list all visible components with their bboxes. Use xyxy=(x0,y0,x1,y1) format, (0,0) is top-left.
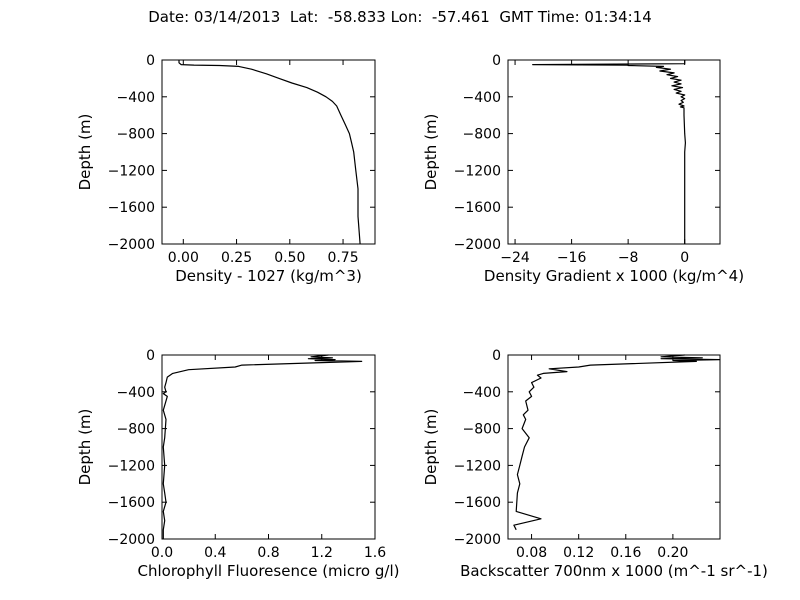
y-tick-label: −2000 xyxy=(454,237,501,253)
series-line xyxy=(513,354,721,531)
x-axis-label: Chlorophyll Fluoresence (micro g/l) xyxy=(138,562,400,580)
x-axis-label: Backscatter 700nm x 1000 (m^-1 sr^-1) xyxy=(460,562,768,580)
x-tick-label: −24 xyxy=(500,250,530,266)
y-tick-label: −800 xyxy=(463,422,501,438)
y-tick-label: −2000 xyxy=(108,237,155,253)
y-tick-label: −1600 xyxy=(108,200,155,216)
y-tick-label: −1200 xyxy=(108,163,155,179)
y-tick-label: −400 xyxy=(117,90,155,106)
x-tick-label: 0.0 xyxy=(151,545,173,561)
y-tick-label: −1600 xyxy=(454,200,501,216)
x-tick-label: 1.6 xyxy=(364,545,386,561)
chart-title: Date: 03/14/2013 Lat: -58.833 Lon: -57.4… xyxy=(148,8,652,26)
x-tick-label: 0 xyxy=(680,250,689,266)
subplot-1: 0.00 0.25 0.50 0.75 0 −400 −800 −1200 −1600 −2000… xyxy=(76,53,376,285)
x-tick-label: 0.12 xyxy=(563,545,594,561)
x-tick-label: 0.25 xyxy=(221,250,252,266)
y-tick-label: −1600 xyxy=(108,495,155,511)
subplot-3: 0.0 0.4 0.8 1.2 1.6 0 −400 −800 −1200 −1600 −2000 C… xyxy=(76,348,399,580)
axes-frame xyxy=(161,354,376,540)
subplot-2: −24 −16 −8 00−400−800−1200−1600−2000Density… xyxy=(422,53,744,285)
x-tick-label: −16 xyxy=(557,250,587,266)
series-line xyxy=(162,354,363,539)
series-line xyxy=(532,60,687,244)
y-tick-label: −400 xyxy=(117,385,155,401)
x-axis-label: Density - 1027 (kg/m^3) xyxy=(175,267,362,285)
y-axis-label: Depth (m) xyxy=(76,114,94,191)
x-tick-label: −8 xyxy=(618,250,639,266)
y-tick-label: −1200 xyxy=(108,458,155,474)
x-tick-label: 0.4 xyxy=(204,545,226,561)
axes-frame xyxy=(507,59,721,245)
y-tick-label: −400 xyxy=(463,90,501,106)
x-tick-label: 0.16 xyxy=(610,545,641,561)
y-tick-label: 0 xyxy=(146,53,155,69)
x-tick-label: 1.2 xyxy=(311,545,333,561)
y-tick-label: −2000 xyxy=(108,532,155,548)
y-axis-label: Depth (m) xyxy=(76,409,94,486)
y-tick-label: −800 xyxy=(117,422,155,438)
x-tick-label: 0.50 xyxy=(274,250,305,266)
x-tick-label: 0.20 xyxy=(657,545,688,561)
x-axis-label: Density Gradient x 1000 (kg/m^4) xyxy=(484,267,744,285)
axes-frame xyxy=(507,354,721,540)
y-tick-label: −2000 xyxy=(454,532,501,548)
x-tick-label: 0.08 xyxy=(516,545,547,561)
y-tick-label: −800 xyxy=(463,127,501,143)
subplot-4: 0.08 0.12 0.16 0.20 0 −400 −800 −1200 −1600 −2000… xyxy=(422,348,768,580)
y-tick-label: 0 xyxy=(492,348,501,364)
x-tick-label: 0.00 xyxy=(168,250,199,266)
axes-frame xyxy=(161,59,376,245)
y-tick-label: 0 xyxy=(492,53,501,69)
y-axis-label: Depth (m) xyxy=(422,409,440,486)
x-tick-label: 0.75 xyxy=(327,250,358,266)
y-tick-label: 0 xyxy=(146,348,155,364)
y-tick-label: −800 xyxy=(117,127,155,143)
y-tick-label: −1600 xyxy=(454,495,501,511)
y-axis-label: Depth (m) xyxy=(422,114,440,191)
y-tick-label: −1200 xyxy=(454,458,501,474)
x-tick-label: 0.8 xyxy=(257,545,279,561)
y-tick-label: −1200 xyxy=(454,163,501,179)
y-tick-label: −400 xyxy=(463,385,501,401)
series-line xyxy=(178,60,361,245)
